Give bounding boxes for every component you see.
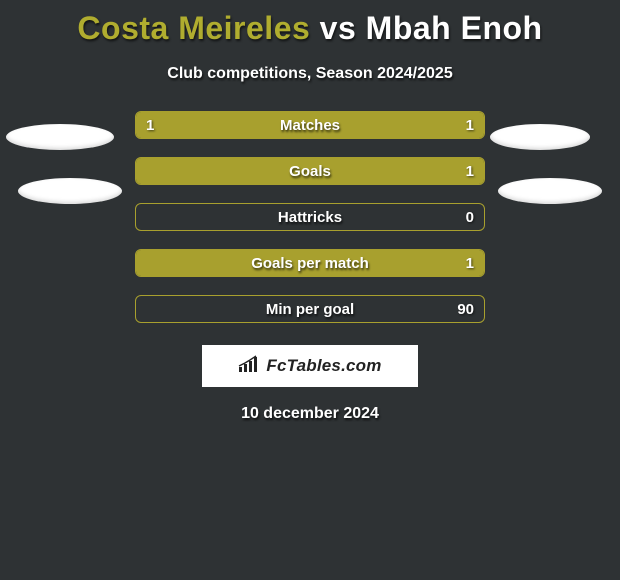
vs-separator: vs <box>320 10 357 46</box>
stat-bar: 1Goals per match <box>135 249 485 277</box>
player-b-name: Mbah Enoh <box>366 10 543 46</box>
bar-label: Min per goal <box>136 296 484 322</box>
brand-text: FcTables.com <box>266 356 381 376</box>
brand-box: FcTables.com <box>202 345 418 387</box>
bar-chart-ascending-icon <box>238 355 260 378</box>
stat-bar: 90Min per goal <box>135 295 485 323</box>
comparison-title: Costa Meireles vs Mbah Enoh <box>0 0 620 47</box>
player-a-name: Costa Meireles <box>77 10 310 46</box>
decorative-ellipse <box>6 124 114 150</box>
stat-bar: 1Goals <box>135 157 485 185</box>
bar-label: Hattricks <box>136 204 484 230</box>
bar-label: Goals per match <box>136 250 484 276</box>
stat-bar: 0Hattricks <box>135 203 485 231</box>
decorative-ellipse <box>498 178 602 204</box>
bar-label: Goals <box>136 158 484 184</box>
date-line: 10 december 2024 <box>0 405 620 423</box>
subtitle: Club competitions, Season 2024/2025 <box>0 65 620 83</box>
decorative-ellipse <box>490 124 590 150</box>
decorative-ellipse <box>18 178 122 204</box>
stat-bar: 11Matches <box>135 111 485 139</box>
bar-label: Matches <box>136 112 484 138</box>
